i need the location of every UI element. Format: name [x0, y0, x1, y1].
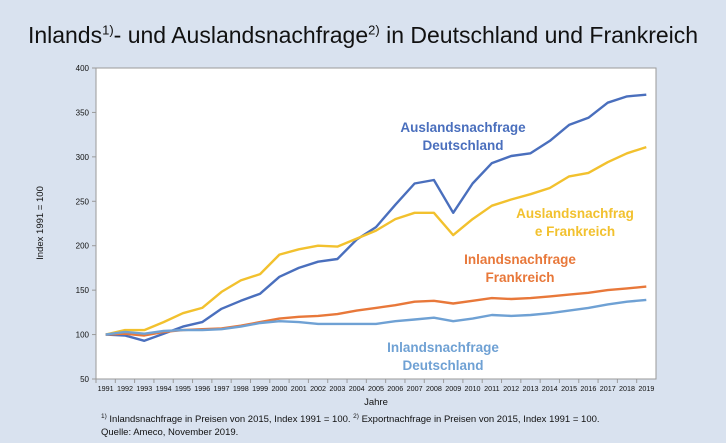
- x-tick-label: 1991: [98, 384, 114, 393]
- x-tick-label: 2017: [600, 384, 616, 393]
- x-axis-label: Jahre: [364, 397, 388, 408]
- series-label: Frankreich: [485, 270, 554, 285]
- x-tick-label: 2010: [465, 384, 481, 393]
- x-tick-label: 2016: [580, 384, 596, 393]
- series-label: Inlandsnachfrage: [387, 340, 499, 355]
- series-line-3: [105, 298, 647, 336]
- x-tick-label: 1997: [214, 384, 230, 393]
- series-label: Auslandsnachfrag: [516, 206, 634, 221]
- series-label: e Frankreich: [535, 224, 615, 239]
- x-tick-label: 1994: [156, 384, 172, 393]
- y-axis-label: Index 1991 = 100: [35, 186, 46, 260]
- x-tick-label: 2001: [291, 384, 307, 393]
- x-tick-label: 1999: [252, 384, 268, 393]
- x-tick-label: 1992: [117, 384, 133, 393]
- x-tick-label: 2018: [619, 384, 635, 393]
- x-tick-label: 2014: [542, 384, 558, 393]
- x-tick-label: 2013: [522, 384, 538, 393]
- y-tick-label: 300: [76, 153, 90, 162]
- y-tick-label: 100: [76, 331, 90, 340]
- x-tick-label: 2006: [387, 384, 403, 393]
- x-tick-label: 2012: [503, 384, 519, 393]
- x-tick-label: 2015: [561, 384, 577, 393]
- series-label: Deutschland: [422, 138, 503, 153]
- y-tick-label: 200: [76, 242, 90, 251]
- source-note: Quelle: Ameco, November 2019.: [101, 427, 239, 438]
- y-tick-label: 350: [76, 108, 90, 117]
- y-tick-label: 400: [76, 64, 90, 73]
- x-tick-label: 2004: [349, 384, 365, 393]
- x-tick-label: 2005: [368, 384, 384, 393]
- x-tick-label: 2000: [271, 384, 287, 393]
- x-tick-label: 2002: [310, 384, 326, 393]
- footnote: 1) Inlandsnachfrage in Preisen von 2015,…: [101, 413, 600, 426]
- series-line-0: [105, 93, 647, 342]
- y-tick-label: 50: [80, 375, 89, 384]
- x-tick-label: 2011: [484, 384, 499, 393]
- x-tick-label: 1993: [136, 384, 152, 393]
- series-label: Deutschland: [402, 358, 483, 373]
- x-tick-label: 2007: [407, 384, 423, 393]
- x-tick-label: 1996: [194, 384, 210, 393]
- series-label: Auslandsnachfrage: [400, 120, 526, 135]
- x-tick-label: 1995: [175, 384, 191, 393]
- x-tick-label: 2019: [638, 384, 654, 393]
- x-tick-label: 2008: [426, 384, 442, 393]
- y-tick-label: 150: [76, 286, 90, 295]
- series-line-1: [105, 145, 647, 336]
- y-tick-label: 250: [76, 197, 90, 206]
- series-label: Inlandsnachfrage: [464, 252, 576, 267]
- plot-area: [95, 67, 657, 380]
- chart-title: Inlands1)- und Auslandsnachfrage2) in De…: [27, 22, 699, 48]
- x-tick-label: 2003: [329, 384, 345, 393]
- x-tick-label: 2009: [445, 384, 461, 393]
- x-tick-label: 1998: [233, 384, 249, 393]
